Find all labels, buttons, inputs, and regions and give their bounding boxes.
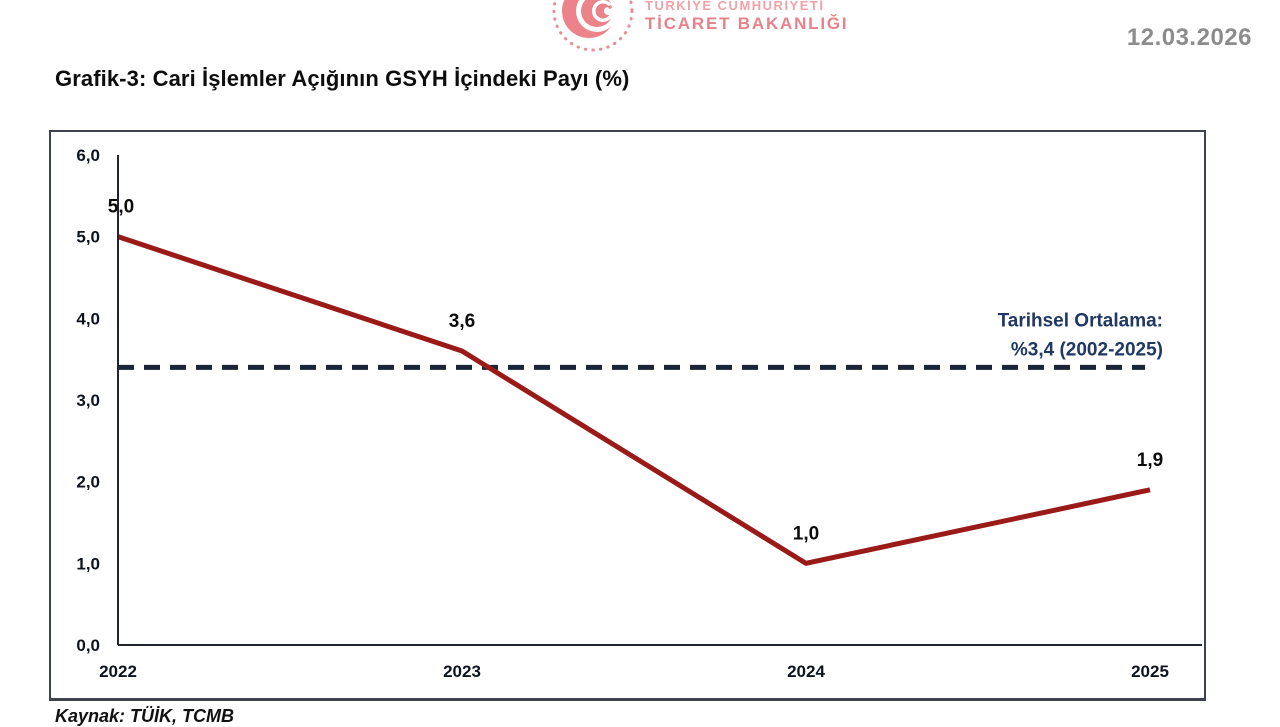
- y-tick-label: 3,0: [76, 391, 100, 410]
- source-note: Kaynak: TÜİK, TCMB: [55, 706, 235, 726]
- data-label: 3,6: [449, 311, 475, 332]
- ministry-name: TÜRKİYE CUMHURİYETİ TİCARET BAKANLIĞI: [645, 0, 848, 34]
- x-tick-label: 2025: [1131, 662, 1169, 681]
- y-tick-label: 1,0: [76, 554, 100, 573]
- data-label: 1,0: [793, 523, 819, 544]
- ministry-name-line2: TİCARET BAKANLIĞI: [645, 14, 849, 33]
- y-tick-label: 2,0: [76, 473, 100, 492]
- ministry-logo: [549, 0, 637, 55]
- chart-svg: 6,0 5,0 4,0 3,0 2,0 1,0 0,0 2022 2023 2024 2025 5,0…: [76, 146, 1202, 681]
- document-date: 12.03.2026: [1126, 24, 1252, 51]
- y-tick-label: 5,0: [76, 228, 100, 247]
- y-tick-label: 0,0: [76, 636, 100, 655]
- page-title: Grafik-3: Cari İşlemler Açığının GSYH İç…: [55, 66, 630, 91]
- ministry-emblem-icon: [552, 0, 634, 52]
- x-tick-label: 2023: [443, 662, 481, 681]
- ministry-name-line1: TÜRKİYE CUMHURİYETİ: [645, 0, 825, 13]
- average-annotation-line1: Tarihsel Ortalama:: [998, 310, 1163, 331]
- chart-frame: 6,0 5,0 4,0 3,0 2,0 1,0 0,0 2022 2023 2024 2025 5,0…: [49, 130, 1206, 701]
- y-tick-label: 6,0: [76, 146, 100, 165]
- average-annotation-line2: %3,4 (2002-2025): [1011, 339, 1163, 360]
- y-tick-label: 4,0: [76, 309, 100, 328]
- series-line: [117, 234, 1151, 566]
- x-tick-label: 2022: [99, 662, 137, 681]
- data-label: 1,9: [1137, 450, 1163, 471]
- x-tick-label: 2024: [787, 662, 825, 681]
- data-label: 5,0: [108, 197, 134, 218]
